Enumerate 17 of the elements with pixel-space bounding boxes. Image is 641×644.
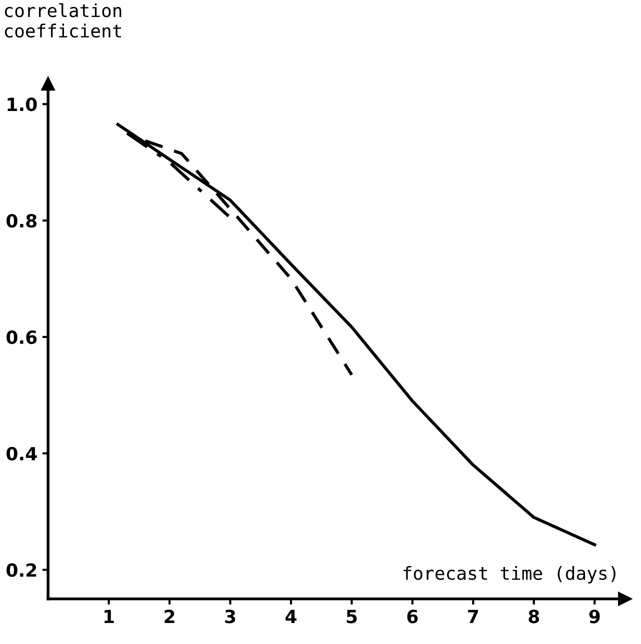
x-tick-label: 4	[286, 610, 296, 624]
y-tick-label: 0.6	[6, 330, 37, 344]
x-tick-label: 9	[589, 610, 600, 624]
x-tick-label: 3	[225, 610, 236, 624]
line-series	[116, 122, 596, 546]
x-tick-label: 2	[164, 610, 174, 624]
y-tick-label: 0.8	[6, 214, 37, 228]
x-tick-label: 1	[104, 610, 114, 624]
x-tick-label: 8	[528, 610, 540, 624]
x-tick-label: 7	[468, 610, 478, 624]
y-tick-label: 0.2	[6, 563, 36, 577]
y-tick-label: 0.4	[6, 446, 37, 460]
x-axis-title: forecast time (days)	[404, 566, 616, 584]
x-tick-label: 5	[346, 610, 357, 624]
y-axis-title: correlation coefficient	[4, 3, 122, 38]
x-tick-label: 6	[407, 610, 418, 624]
y-tick-label: 1.0	[8, 98, 37, 112]
